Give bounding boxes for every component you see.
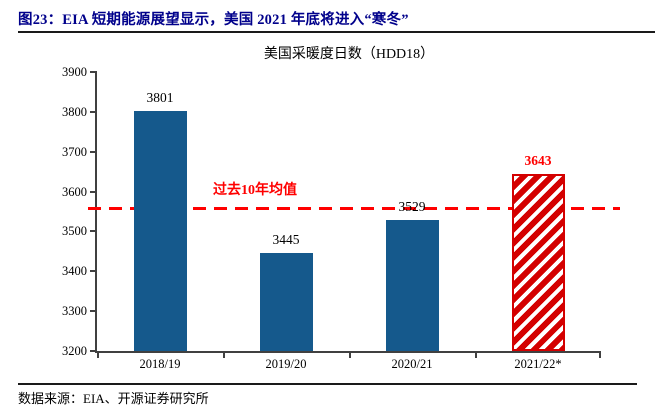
y-axis-tick	[90, 71, 97, 73]
y-axis-tick-label: 3200	[62, 344, 87, 358]
y-axis-tick	[90, 150, 97, 153]
x-axis-tick	[97, 351, 99, 358]
y-axis-tick-label: 3400	[62, 264, 87, 279]
x-axis-category-label: 2018/19	[139, 357, 181, 371]
reference-line-label: 过去10年均值	[213, 182, 297, 198]
x-axis-tick	[223, 351, 225, 358]
y-axis-tick-label: 3700	[62, 144, 87, 159]
y-axis-tick-label: 3500	[62, 224, 87, 239]
figure-title: 图23：EIA 短期能源展望显示，美国 2021 年底将进入“寒冬”	[18, 12, 409, 28]
y-axis-tick	[90, 350, 97, 352]
reference-dashed-line	[88, 207, 620, 211]
x-axis-category-label: 2019/20	[265, 357, 307, 371]
x-axis-tick	[475, 351, 477, 358]
bar-2021/22*	[511, 174, 565, 351]
bar-2020/21	[385, 219, 439, 351]
bar-value-label: 3445	[272, 232, 300, 248]
y-axis-tick-label: 3900	[62, 65, 87, 79]
x-axis-tick	[349, 351, 351, 358]
data-source: 数据来源：EIA、开源证券研究所	[18, 391, 209, 406]
footer-divider	[18, 383, 637, 385]
y-axis-tick	[90, 270, 97, 273]
y-axis-tick	[90, 230, 97, 233]
y-axis-tick	[90, 110, 97, 113]
bar-value-label: 3643	[524, 153, 552, 169]
x-axis-tick	[599, 351, 601, 358]
y-axis-tick	[90, 310, 97, 313]
chart-title: 美国采暖度日数（HDD18）	[263, 47, 435, 62]
x-axis-category-label: 2021/22*	[514, 357, 562, 371]
x-axis-category-label: 2020/21	[391, 357, 433, 371]
header-divider	[18, 31, 655, 33]
y-axis-tick-label: 3300	[62, 304, 87, 319]
y-axis-tick-label: 3800	[62, 104, 87, 119]
bar-2019/20	[259, 253, 313, 351]
y-axis-tick	[90, 190, 97, 193]
y-axis-tick-label: 3600	[62, 184, 87, 199]
bar-2018/19	[133, 111, 187, 351]
plot-area: 过去10年均值 3200 3300 3400 3500 3600 3700 3800 3900…	[62, 65, 620, 371]
bar-value-label: 3529	[398, 198, 426, 214]
bar-value-label: 3801	[146, 90, 174, 106]
